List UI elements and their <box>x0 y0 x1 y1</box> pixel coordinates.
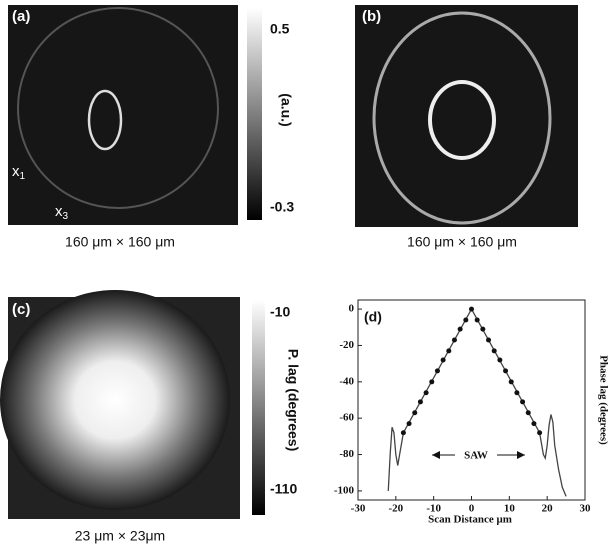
marker <box>497 357 503 363</box>
marker <box>457 326 463 332</box>
arrow-head <box>517 451 525 459</box>
axis-label: x3 <box>55 203 69 222</box>
marker <box>503 368 509 374</box>
caption: 23 μm × 23μm <box>75 528 165 544</box>
panel-label: (b) <box>362 8 381 25</box>
y-tick-label: -20 <box>339 339 354 351</box>
marker <box>474 317 480 323</box>
ring <box>17 7 219 209</box>
marker <box>434 368 440 374</box>
panel-label: (c) <box>12 301 30 318</box>
marker <box>446 348 452 354</box>
marker <box>412 410 418 416</box>
marker <box>508 379 514 385</box>
y-tick-label: -40 <box>339 375 354 387</box>
marker <box>440 357 446 363</box>
colorbar-max: 0.5 <box>270 21 290 37</box>
x-tick-label: -10 <box>426 503 441 515</box>
marker <box>480 326 486 332</box>
marker <box>406 421 412 427</box>
panel-label: (d) <box>364 309 382 325</box>
colorbar <box>252 300 265 515</box>
marker <box>537 430 543 436</box>
x-label: Scan Distance μm <box>428 514 512 526</box>
marker <box>451 337 457 343</box>
colorbar-unit: P. lag (degrees) <box>285 349 301 451</box>
marker <box>400 430 406 436</box>
plot-frame <box>357 299 586 501</box>
x-tick-label: 20 <box>542 503 554 515</box>
marker <box>463 317 469 323</box>
colorbar-max: -10 <box>270 304 290 320</box>
colorbar-min: -0.3 <box>270 199 294 215</box>
marker <box>514 390 520 396</box>
panel-label: (a) <box>12 8 30 25</box>
marker <box>429 379 435 385</box>
marker <box>417 399 423 405</box>
data-line <box>387 307 567 497</box>
annotation: SAW <box>464 450 488 462</box>
ring <box>428 80 496 160</box>
spot <box>0 290 230 510</box>
y-tick-label: -100 <box>334 484 355 496</box>
marker <box>525 410 531 416</box>
image-b <box>355 5 578 227</box>
marker <box>491 348 497 354</box>
caption: 160 μm × 160 μm <box>65 234 175 250</box>
marker <box>469 306 474 312</box>
caption: 160 μm × 160 μm <box>407 234 517 250</box>
x-tick-label: 30 <box>580 503 592 515</box>
ring <box>87 89 123 151</box>
colorbar-unit: (a.u.) <box>278 93 294 126</box>
ring <box>372 11 552 225</box>
y-tick-label: -60 <box>339 412 354 424</box>
marker <box>520 399 526 405</box>
x-tick-label: 10 <box>504 503 516 515</box>
x-tick-label: -20 <box>388 503 403 515</box>
x-tick-label: -30 <box>351 503 366 515</box>
colorbar <box>247 8 262 220</box>
image-a <box>8 5 238 225</box>
axis-label: x1 <box>12 163 26 182</box>
y-tick-label: 0 <box>349 303 355 315</box>
colorbar-min: -110 <box>270 481 297 497</box>
marker <box>423 390 429 396</box>
y-tick-label: -80 <box>339 448 354 460</box>
arrow-head <box>432 451 440 459</box>
marker <box>486 337 492 343</box>
marker <box>531 421 537 427</box>
x-tick-label: 0 <box>469 503 475 515</box>
y-label: Phase lag (degrees) <box>597 355 609 445</box>
